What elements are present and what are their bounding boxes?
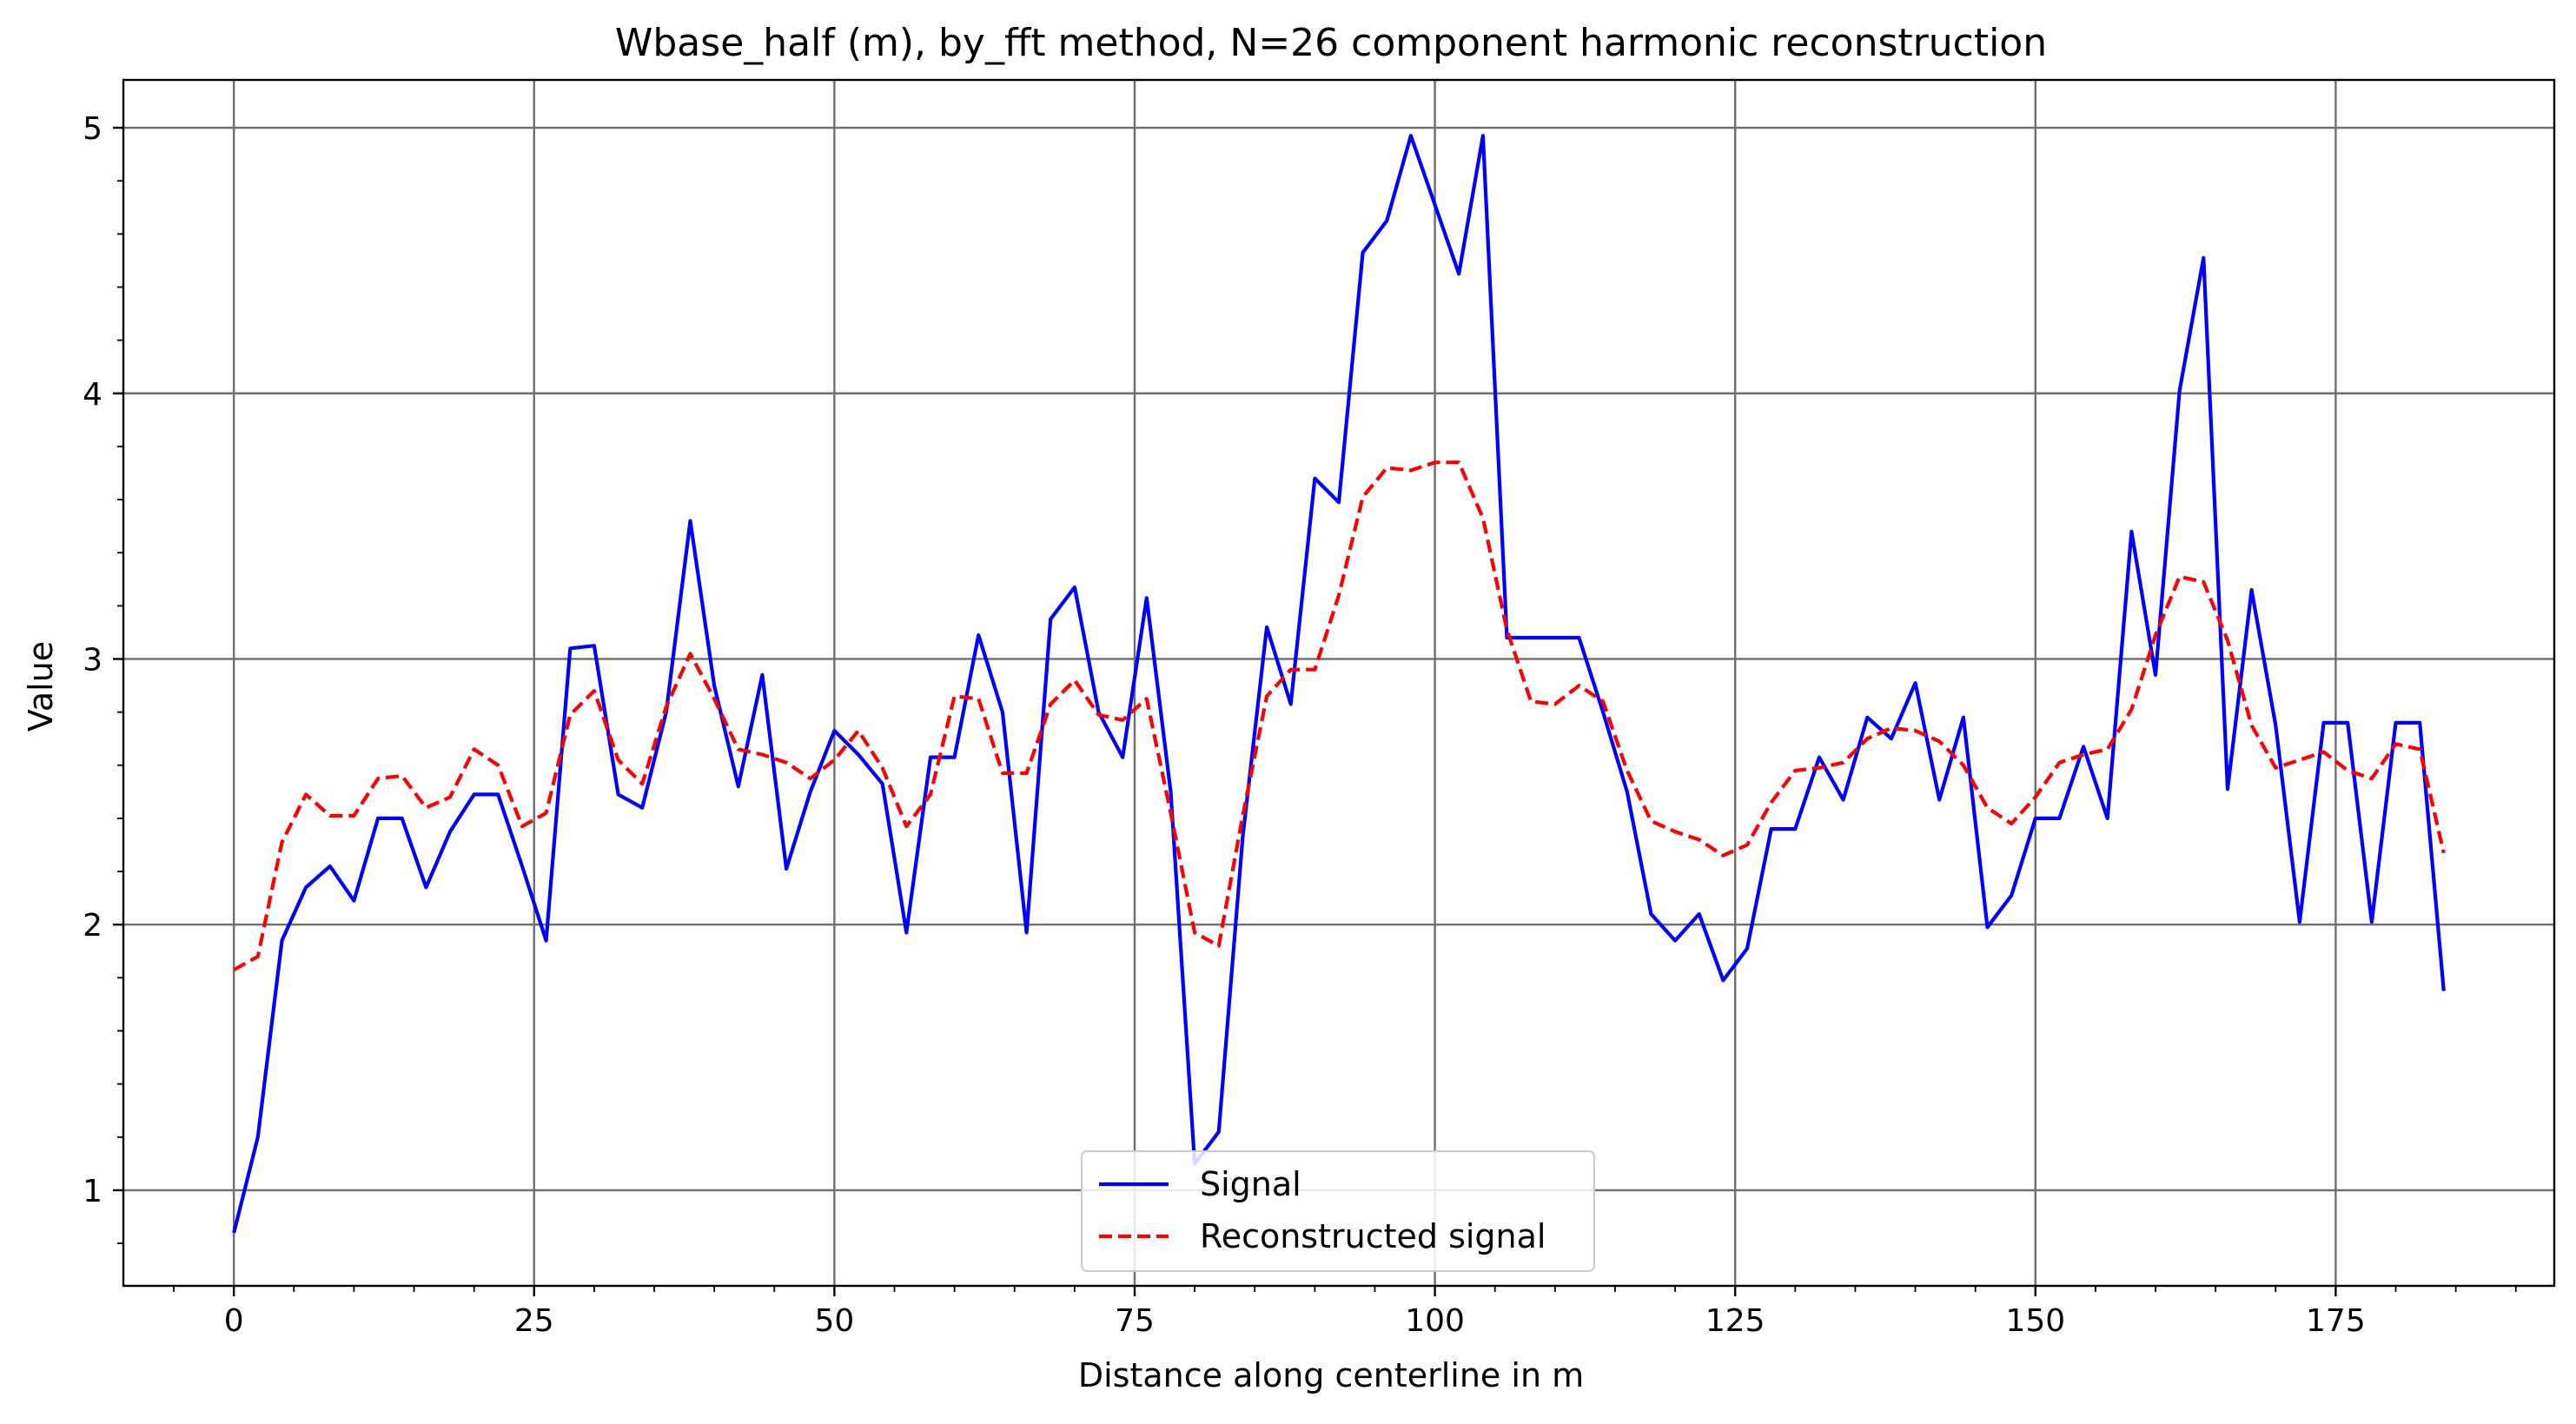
reconstructed-signal-line [233, 460, 2446, 972]
y-tick-label: 3 [83, 642, 103, 678]
legend-label: Signal [1200, 1165, 1301, 1203]
y-tick-label: 1 [83, 1174, 103, 1209]
x-tick-label: 125 [1705, 1303, 1765, 1339]
legend-box [1081, 1150, 1595, 1272]
x-tick-label: 175 [2306, 1303, 2366, 1339]
legend-label: Reconstructed signal [1200, 1217, 1546, 1255]
x-tick-label: 100 [1405, 1303, 1465, 1339]
y-axis-label: Value [22, 641, 60, 732]
x-tick-label: 75 [1115, 1303, 1155, 1339]
y-tick-label: 2 [83, 908, 103, 944]
axis-ticks: 0 25 50 75 100 125 150 175 1 2 3 4 5 [83, 111, 2517, 1339]
x-tick-label: 25 [514, 1303, 554, 1339]
series-lines [232, 134, 2446, 1234]
legend: Signal Reconstructed signal [1081, 1150, 1595, 1272]
y-tick-label: 4 [83, 377, 103, 413]
plot-frame [122, 78, 2556, 1288]
x-axis-label: Distance along centerline in m [1078, 1356, 1584, 1394]
x-tick-label: 50 [814, 1303, 854, 1339]
x-tick-label: 150 [2005, 1303, 2065, 1339]
chart-title: Wbase_half (m), by_fft method, N=26 comp… [615, 21, 2047, 65]
x-tick-label: 0 [224, 1303, 244, 1339]
y-tick-label: 5 [83, 111, 103, 147]
signal-line [232, 134, 2446, 1234]
